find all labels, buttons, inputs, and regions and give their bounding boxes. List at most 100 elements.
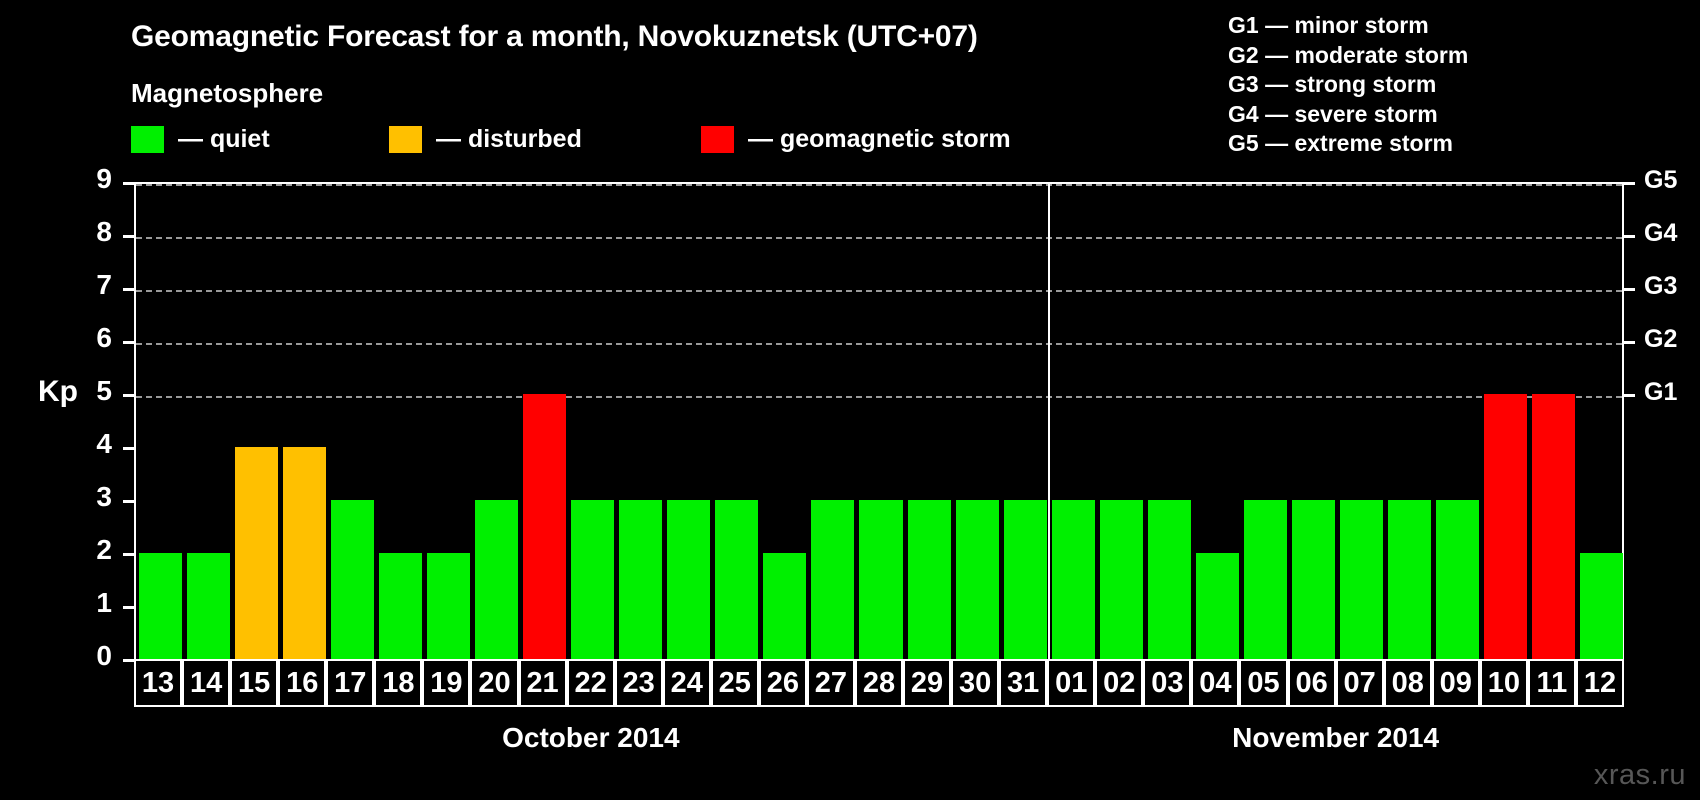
y-tick-6 [123,341,134,344]
y-tick-3 [123,500,134,503]
bar-day-30 [955,500,999,659]
month-caption-1: October 2014 [502,722,680,753]
bar-day-28 [859,500,903,659]
bar-day-04 [1195,553,1239,659]
g-tick-G2 [1624,341,1635,344]
g-axis-label-G4: G4 [1644,219,1678,247]
day-label-28: 28 [854,659,904,707]
bar-day-02 [1099,500,1143,659]
bars-layer [136,184,1624,659]
y-tick-2 [123,553,134,556]
g-tick-G4 [1624,235,1635,238]
day-label-13: 13 [134,659,183,707]
gridline-kp-7 [136,290,1622,292]
y-axis-label-6: 6 [96,322,112,353]
y-tick-4 [123,447,134,450]
bar-day-19 [426,553,470,659]
gridline-kp-9 [136,184,1622,186]
legend-item-disturbed: — disturbed [389,124,582,154]
day-label-04: 04 [1191,659,1240,707]
bar-day-26 [763,553,807,659]
day-label-21: 21 [518,659,567,707]
day-label-03: 03 [1143,659,1192,707]
bar-day-16 [282,447,326,659]
bar-day-12 [1580,553,1624,659]
day-label-07: 07 [1335,659,1384,707]
legend-item-label: — disturbed [436,124,582,153]
bar-day-24 [667,500,711,659]
day-label-06: 06 [1287,659,1336,707]
plot-inner [136,184,1624,659]
g-scale-legend: G1 — minor storm G2 — moderate storm G3 — … [1228,11,1468,159]
y-axis-label-3: 3 [96,481,112,512]
bar-day-22 [571,500,615,659]
day-label-17: 17 [326,659,375,707]
y-tick-5 [123,394,134,397]
y-tick-1 [123,606,134,609]
legend-item-geomagnetic-storm: — geomagnetic storm [701,124,1011,154]
day-label-16: 16 [278,659,327,707]
day-label-26: 26 [758,659,807,707]
bar-day-17 [330,500,374,659]
day-label-24: 24 [662,659,711,707]
g-axis-label-G1: G1 [1644,378,1678,406]
bar-day-13 [138,553,182,659]
y-axis-label-2: 2 [96,534,112,565]
bar-day-23 [619,500,663,659]
day-label-11: 11 [1527,659,1576,707]
day-label-02: 02 [1095,659,1144,707]
bar-day-29 [907,500,951,659]
day-label-09: 09 [1431,659,1480,707]
day-label-25: 25 [710,659,759,707]
bar-day-18 [378,553,422,659]
y-axis-label-0: 0 [96,640,112,671]
g-axis-label-G2: G2 [1644,325,1678,353]
g-axis-label-G5: G5 [1644,166,1678,194]
series-title: Magnetosphere [131,78,324,108]
bar-day-25 [715,500,759,659]
day-label-15: 15 [230,659,279,707]
g-tick-G1 [1624,394,1635,397]
day-label-19: 19 [422,659,471,707]
y-axis-label-8: 8 [96,216,112,247]
legend-item-label: — geomagnetic storm [748,124,1011,153]
legend-swatch-icon [131,125,164,153]
day-label-10: 10 [1479,659,1528,707]
g-scale-legend-row-2: G2 — moderate storm [1228,41,1469,68]
day-label-27: 27 [806,659,855,707]
legend-item-quiet: — quiet [131,124,270,154]
day-label-01: 01 [1047,659,1096,707]
gridline-kp-6 [136,343,1622,345]
bar-day-05 [1243,500,1288,659]
bar-day-01 [1051,500,1095,659]
day-label-29: 29 [903,659,952,707]
bar-day-06 [1292,500,1336,659]
day-label-20: 20 [470,659,519,707]
day-label-31: 31 [999,659,1048,707]
g-axis-label-G3: G3 [1644,272,1678,300]
g-tick-G3 [1624,288,1635,291]
g-tick-G5 [1624,182,1635,185]
y-tick-9 [123,182,134,185]
y-axis-label-9: 9 [96,163,112,194]
day-label-22: 22 [566,659,615,707]
legend-item-label: — quiet [178,124,270,153]
bar-day-15 [234,447,278,659]
bar-day-20 [474,500,518,659]
y-axis-label-1: 1 [96,587,112,618]
y-axis-title: Kp [38,375,78,408]
gridline-kp-5 [136,396,1622,398]
y-axis-label-5: 5 [96,375,112,406]
bar-day-27 [811,500,855,659]
day-label-05: 05 [1239,659,1288,707]
bar-day-21 [523,394,567,659]
month-separator-line [1048,184,1051,659]
bar-day-31 [1003,500,1047,659]
y-tick-0 [123,659,134,662]
month-caption-2: November 2014 [1232,722,1440,753]
bar-day-03 [1147,500,1191,659]
watermark: xras.ru [1593,759,1686,791]
bar-day-09 [1436,500,1480,659]
day-label-18: 18 [374,659,423,707]
